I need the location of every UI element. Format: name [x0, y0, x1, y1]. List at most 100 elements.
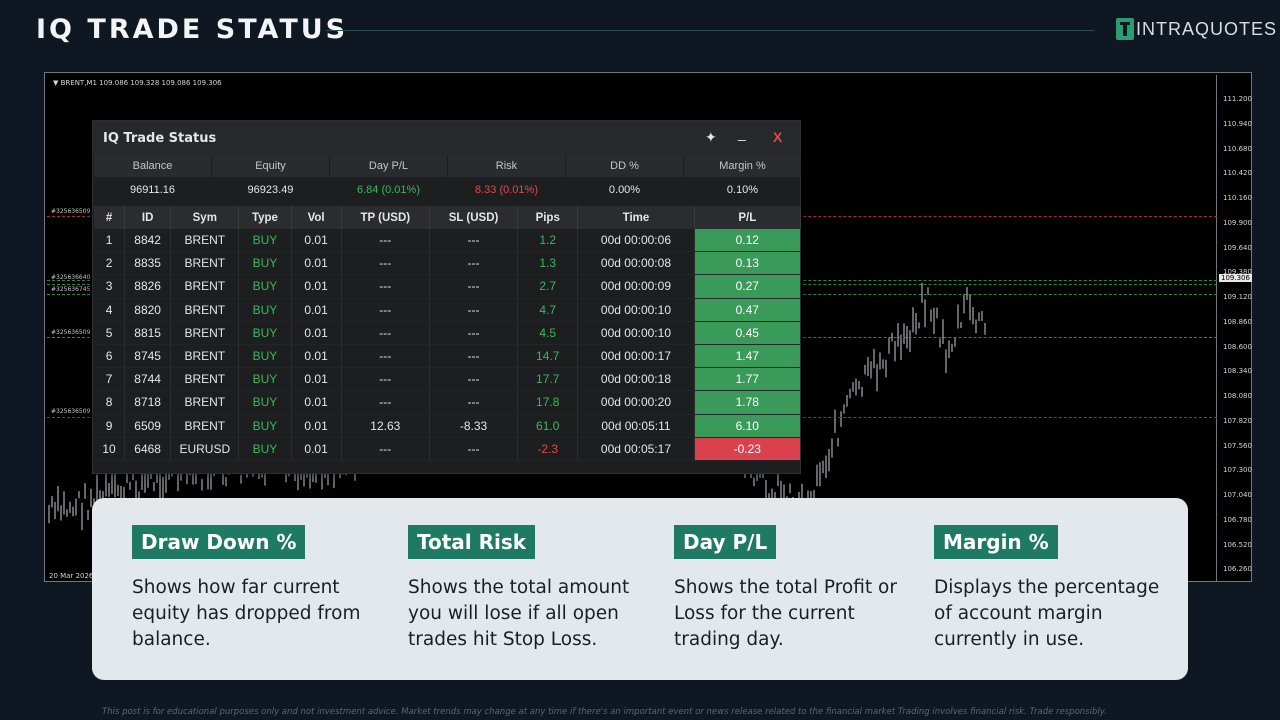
- price-tick-label: 110.420: [1223, 169, 1252, 178]
- cell-tp: ---: [341, 321, 430, 345]
- close-icon[interactable]: X: [773, 129, 783, 145]
- cell-vol: 0.01: [291, 437, 342, 461]
- summary-value: 8.33 (0.01%): [475, 184, 538, 196]
- info-column: Day P/L Shows the total Profit or Loss f…: [674, 525, 914, 653]
- cell-n: 5: [94, 321, 126, 345]
- minimize-icon[interactable]: _: [738, 125, 746, 141]
- cell-time: 00d 00:00:20: [578, 391, 695, 415]
- column-header[interactable]: ID: [125, 206, 172, 229]
- cell-pips: 2.7: [518, 275, 579, 299]
- column-header[interactable]: TP (USD): [341, 206, 430, 229]
- column-header[interactable]: #: [94, 206, 126, 229]
- cell-tp: 12.63: [341, 414, 430, 438]
- table-row[interactable]: 7 8744 BRENT BUY 0.01 --- --- 17.7 00d 00:00:18 1…: [94, 368, 801, 392]
- summary-cell: Day P/L 6.84 (0.01%): [330, 155, 447, 203]
- summary-label: Balance: [94, 155, 211, 177]
- table-row[interactable]: 5 8815 BRENT BUY 0.01 --- --- 4.5 00d 00:00:10 0.…: [94, 321, 801, 345]
- cell-type: BUY: [239, 252, 292, 276]
- cell-sl: ---: [429, 298, 519, 322]
- price-tick-label: 108.080: [1223, 392, 1252, 400]
- column-header[interactable]: Time: [578, 206, 695, 229]
- cell-sym: BRENT: [171, 414, 240, 438]
- table-row[interactable]: 2 8835 BRENT BUY 0.01 --- --- 1.3 00d 00:00:08 0.…: [94, 252, 801, 276]
- order-label: #325636509: [51, 408, 91, 415]
- cell-type: BUY: [239, 391, 292, 415]
- cell-sl: ---: [429, 344, 519, 369]
- cell-n: 7: [94, 368, 126, 392]
- cell-time: 00d 00:00:08: [578, 252, 695, 276]
- panel-title-bar[interactable]: IQ Trade Status ✦ _ X: [93, 121, 800, 155]
- summary-label: Equity: [212, 155, 329, 177]
- cell-sl: ---: [429, 321, 519, 345]
- cell-sym: BRENT: [171, 252, 240, 276]
- table-row[interactable]: 4 8820 BRENT BUY 0.01 --- --- 4.7 00d 00:00:10 0.…: [94, 298, 801, 322]
- price-tick-label: 106.520: [1223, 540, 1252, 549]
- table-row[interactable]: 9 6509 BRENT BUY 0.01 12.63 -8.33 61.0 00d 00:05…: [94, 414, 801, 438]
- price-tick-label: 107.300: [1223, 466, 1252, 475]
- current-price-tag: 109.306: [1219, 274, 1252, 282]
- cell-sl: ---: [429, 252, 519, 276]
- cell-vol: 0.01: [291, 275, 342, 299]
- summary-cell: Equity 96923.49: [212, 155, 329, 203]
- cell-vol: 0.01: [291, 321, 342, 345]
- cell-type: BUY: [239, 229, 292, 253]
- cell-tp: ---: [341, 437, 430, 461]
- cell-pips: -2.3: [518, 437, 579, 461]
- cell-id: 6468: [125, 437, 172, 461]
- price-tick-label: 111.200: [1223, 95, 1252, 103]
- table-row[interactable]: 3 8826 BRENT BUY 0.01 --- --- 2.7 00d 00:00:09 0.…: [94, 275, 801, 299]
- cell-tp: ---: [341, 391, 430, 415]
- cell-id: 6509: [125, 414, 172, 438]
- cell-id: 8718: [125, 391, 172, 415]
- column-header[interactable]: Sym: [171, 206, 240, 229]
- cell-n: 9: [94, 414, 126, 438]
- pin-icon[interactable]: ✦: [705, 129, 717, 145]
- cell-time: 00d 00:05:17: [578, 437, 695, 461]
- price-tick-label: 109.120: [1223, 293, 1252, 301]
- disclaimer: This post is for educational purposes on…: [102, 707, 1107, 717]
- summary-label: Risk: [448, 155, 565, 177]
- cell-sl: ---: [429, 437, 519, 461]
- column-header[interactable]: Vol: [291, 206, 342, 229]
- cell-pips: 1.3: [518, 252, 579, 276]
- summary-value: 6.84 (0.01%): [357, 184, 420, 196]
- header-divider: [326, 30, 1094, 31]
- summary-label: Margin %: [684, 155, 801, 177]
- table-row[interactable]: 1 8842 BRENT BUY 0.01 --- --- 1.2 00d 00:00:06 0.…: [94, 229, 801, 253]
- table-row[interactable]: 6 8745 BRENT BUY 0.01 --- --- 14.7 00d 00:00:17 1…: [94, 344, 801, 369]
- cell-sym: BRENT: [171, 298, 240, 322]
- cell-sl: ---: [429, 391, 519, 415]
- cell-pips: 17.8: [518, 391, 579, 415]
- cell-sym: BRENT: [171, 368, 240, 392]
- page-title: IQ TRADE STATUS: [36, 14, 349, 45]
- cell-id: 8842: [125, 229, 172, 253]
- table-row[interactable]: 10 6468 EURUSD BUY 0.01 --- --- -2.3 00d 00:05:1…: [94, 437, 801, 461]
- price-tick-label: 110.680: [1223, 144, 1252, 153]
- cell-n: 3: [94, 275, 126, 299]
- info-text: Shows how far current equity has dropped…: [132, 577, 361, 650]
- price-tick-label: 108.340: [1223, 367, 1252, 376]
- price-tick-label: 106.260: [1223, 565, 1252, 574]
- cell-time: 00d 00:00:10: [578, 321, 695, 345]
- cell-pips: 4.5: [518, 321, 579, 345]
- table-row[interactable]: 8 8718 BRENT BUY 0.01 --- --- 17.8 00d 00:00:20 1…: [94, 391, 801, 415]
- column-header[interactable]: P/L: [694, 206, 801, 229]
- cell-n: 4: [94, 298, 126, 322]
- order-label: #325636509: [51, 329, 91, 336]
- cell-tp: ---: [341, 229, 430, 253]
- brand-logo: INTRAQUOTES: [1116, 18, 1277, 40]
- cell-type: BUY: [239, 437, 292, 461]
- column-header[interactable]: Pips: [518, 206, 579, 229]
- summary-cell: Risk 8.33 (0.01%): [448, 155, 565, 203]
- cell-id: 8826: [125, 275, 172, 299]
- panel-title: IQ Trade Status: [103, 131, 217, 146]
- column-header[interactable]: Type: [239, 206, 292, 229]
- cell-n: 6: [94, 344, 126, 369]
- price-tick-label: 107.820: [1223, 416, 1252, 425]
- cell-vol: 0.01: [291, 298, 342, 322]
- column-header[interactable]: SL (USD): [429, 206, 519, 229]
- cell-pl: 0.47: [694, 298, 801, 322]
- cell-pl: 1.47: [694, 344, 801, 369]
- cell-type: BUY: [239, 321, 292, 345]
- trade-status-panel[interactable]: IQ Trade Status ✦ _ X Balance 96911.16 Equ…: [92, 120, 801, 474]
